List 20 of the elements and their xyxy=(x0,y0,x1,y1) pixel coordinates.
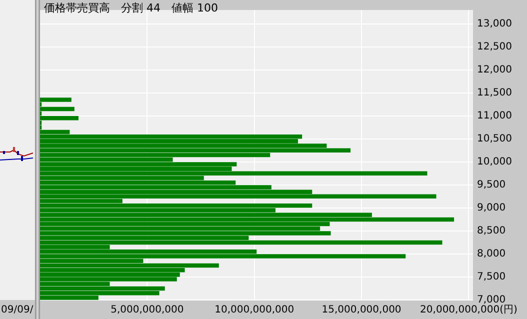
x-tick-label: 15,000,000,000 xyxy=(322,304,402,316)
y-tick-label: 10,500 xyxy=(477,133,512,144)
x-tick-label: 10,000,000,000 xyxy=(214,304,294,316)
y-tick-label: 9,000 xyxy=(477,202,506,214)
x-tick-label: 20,000,000,000(円) xyxy=(420,304,518,316)
y-tick-label: 8,000 xyxy=(477,248,506,260)
y-tick-label: 13,000 xyxy=(477,18,512,30)
y-tick-label: 11,000 xyxy=(477,110,512,122)
bar xyxy=(40,286,165,291)
y-tick-label: 8,500 xyxy=(477,226,506,237)
x-tick-label: 5,000,000,000 xyxy=(110,304,184,316)
y-tick-label: 7,000 xyxy=(477,294,506,306)
y-tick-label: 12,500 xyxy=(477,41,512,52)
y-tick-label: 9,500 xyxy=(477,180,506,191)
y-tick-label: 11,500 xyxy=(477,87,512,98)
chart-title: 価格帯売買高 分割 44 値幅 100 xyxy=(44,1,218,14)
y-tick-label: 12,000 xyxy=(477,64,512,76)
y-tick-label: 10,000 xyxy=(477,156,512,168)
y-tick-label: 7,500 xyxy=(477,272,506,283)
text: 09/09/ xyxy=(1,304,34,316)
